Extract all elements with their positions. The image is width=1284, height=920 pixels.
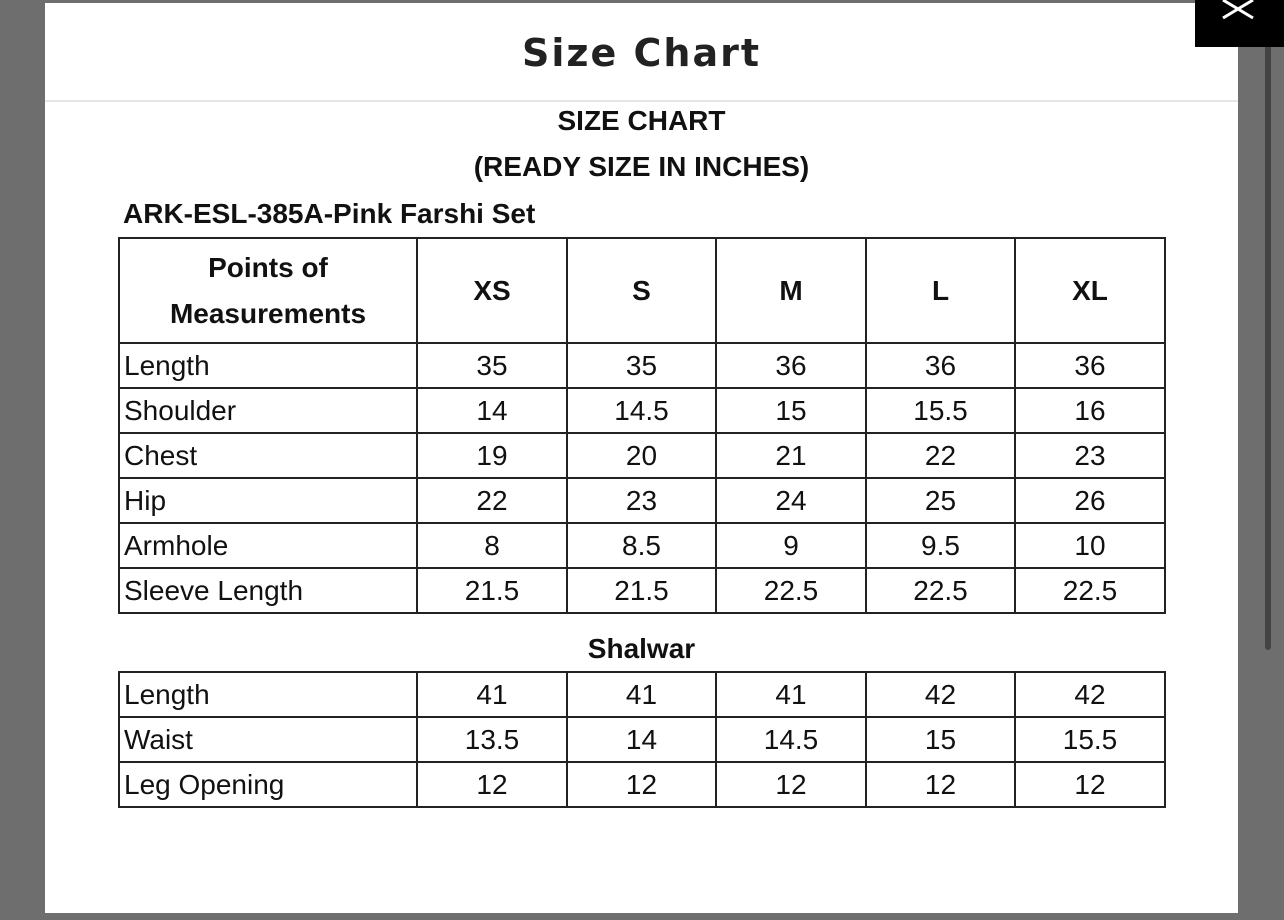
table-cell: 22.5 bbox=[715, 567, 867, 614]
table-cell: 25 bbox=[865, 477, 1016, 524]
table-cell: 21.5 bbox=[416, 567, 568, 614]
table-cell: 8.5 bbox=[566, 522, 717, 569]
table-cell: 36 bbox=[1014, 342, 1166, 389]
table-cell: 12 bbox=[566, 761, 717, 808]
table-cell: 15.5 bbox=[1014, 716, 1166, 763]
header-cell: S bbox=[566, 237, 717, 344]
product-name: ARK-ESL-385A-Pink Farshi Set bbox=[123, 198, 536, 229]
table-cell: 14 bbox=[416, 387, 568, 434]
table-cell: Chest bbox=[118, 432, 418, 479]
table-cell: 15 bbox=[865, 716, 1016, 763]
table-cell: 41 bbox=[715, 671, 867, 718]
table-cell: 22.5 bbox=[1014, 567, 1166, 614]
table-cell: 22.5 bbox=[865, 567, 1016, 614]
header-cell: M bbox=[715, 237, 867, 344]
table-cell: 21.5 bbox=[566, 567, 717, 614]
table-cell: 22 bbox=[865, 432, 1016, 479]
header-cell: L bbox=[865, 237, 1016, 344]
table-cell: 23 bbox=[1014, 432, 1166, 479]
table-row: Shoulder 14 14.5 15 15.5 16 bbox=[118, 387, 1166, 434]
table-cell: Shoulder bbox=[118, 387, 418, 434]
chart-subheading: (READY SIZE IN INCHES) bbox=[473, 151, 810, 182]
table-cell: 9.5 bbox=[865, 522, 1016, 569]
divider bbox=[45, 100, 1238, 102]
table-cell: 12 bbox=[416, 761, 568, 808]
table-cell: 35 bbox=[566, 342, 717, 389]
table-row: Length 35 35 36 36 36 bbox=[118, 342, 1166, 389]
table-cell: 42 bbox=[865, 671, 1016, 718]
table-cell: Length bbox=[118, 671, 418, 718]
header-cell: XS bbox=[416, 237, 568, 344]
table-cell: 12 bbox=[1014, 761, 1166, 808]
table-cell: 23 bbox=[566, 477, 717, 524]
table-cell: 16 bbox=[1014, 387, 1166, 434]
table-cell: 10 bbox=[1014, 522, 1166, 569]
table-cell: 41 bbox=[416, 671, 568, 718]
table-cell: 14.5 bbox=[715, 716, 867, 763]
table-cell: 14 bbox=[566, 716, 717, 763]
size-chart-modal: Size Chart SIZE CHART (READY SIZE IN INC… bbox=[45, 3, 1238, 913]
table-cell: 26 bbox=[1014, 477, 1166, 524]
table-row: Hip 22 23 24 25 26 bbox=[118, 477, 1166, 524]
close-button[interactable] bbox=[1195, 0, 1284, 47]
table-cell: 42 bbox=[1014, 671, 1166, 718]
chart-heading: SIZE CHART bbox=[557, 105, 726, 136]
modal-title: Size Chart bbox=[521, 31, 761, 75]
table-cell: 15 bbox=[715, 387, 867, 434]
measurement-table: Points of Measurements XS S M L XL Length 35 35 3… bbox=[118, 237, 1166, 614]
table-cell: 8 bbox=[416, 522, 568, 569]
table-cell: 13.5 bbox=[416, 716, 568, 763]
table-cell: 9 bbox=[715, 522, 867, 569]
table-cell: 36 bbox=[715, 342, 867, 389]
table-cell: Leg Opening bbox=[118, 761, 418, 808]
table-cell: 36 bbox=[865, 342, 1016, 389]
table-cell: 12 bbox=[865, 761, 1016, 808]
table-cell: 20 bbox=[566, 432, 717, 479]
header-cell: XL bbox=[1014, 237, 1166, 344]
table-cell: Sleeve Length bbox=[118, 567, 418, 614]
table-cell: 41 bbox=[566, 671, 717, 718]
table-row: Waist 13.5 14 14.5 15 15.5 bbox=[118, 716, 1166, 763]
table-row: Length 41 41 41 42 42 bbox=[118, 671, 1166, 718]
table-cell: Armhole bbox=[118, 522, 418, 569]
section-title: Shalwar bbox=[587, 633, 696, 664]
table-cell: 14.5 bbox=[566, 387, 717, 434]
table-cell: 15.5 bbox=[865, 387, 1016, 434]
table-cell: 24 bbox=[715, 477, 867, 524]
table-row: Chest 19 20 21 22 23 bbox=[118, 432, 1166, 479]
scrollbar bbox=[1265, 40, 1271, 650]
table-row: Leg Opening 12 12 12 12 12 bbox=[118, 761, 1166, 808]
shalwar-table: Length 41 41 41 42 42 Waist 13.5 14 14.5 15 15.5 Leg… bbox=[118, 671, 1166, 808]
table-cell: 22 bbox=[416, 477, 568, 524]
header-row: Points of Measurements XS S M L XL bbox=[118, 237, 1166, 344]
table-cell: 21 bbox=[715, 432, 867, 479]
close-icon bbox=[1222, 0, 1254, 20]
table-cell: 12 bbox=[715, 761, 867, 808]
table-cell: 19 bbox=[416, 432, 568, 479]
table-cell: 35 bbox=[416, 342, 568, 389]
header-cell: Points of Measurements bbox=[118, 237, 418, 344]
table-cell: Length bbox=[118, 342, 418, 389]
table-cell: Hip bbox=[118, 477, 418, 524]
table-row: Sleeve Length 21.5 21.5 22.5 22.5 22.5 bbox=[118, 567, 1166, 614]
table-row: Armhole 8 8.5 9 9.5 10 bbox=[118, 522, 1166, 569]
table-cell: Waist bbox=[118, 716, 418, 763]
